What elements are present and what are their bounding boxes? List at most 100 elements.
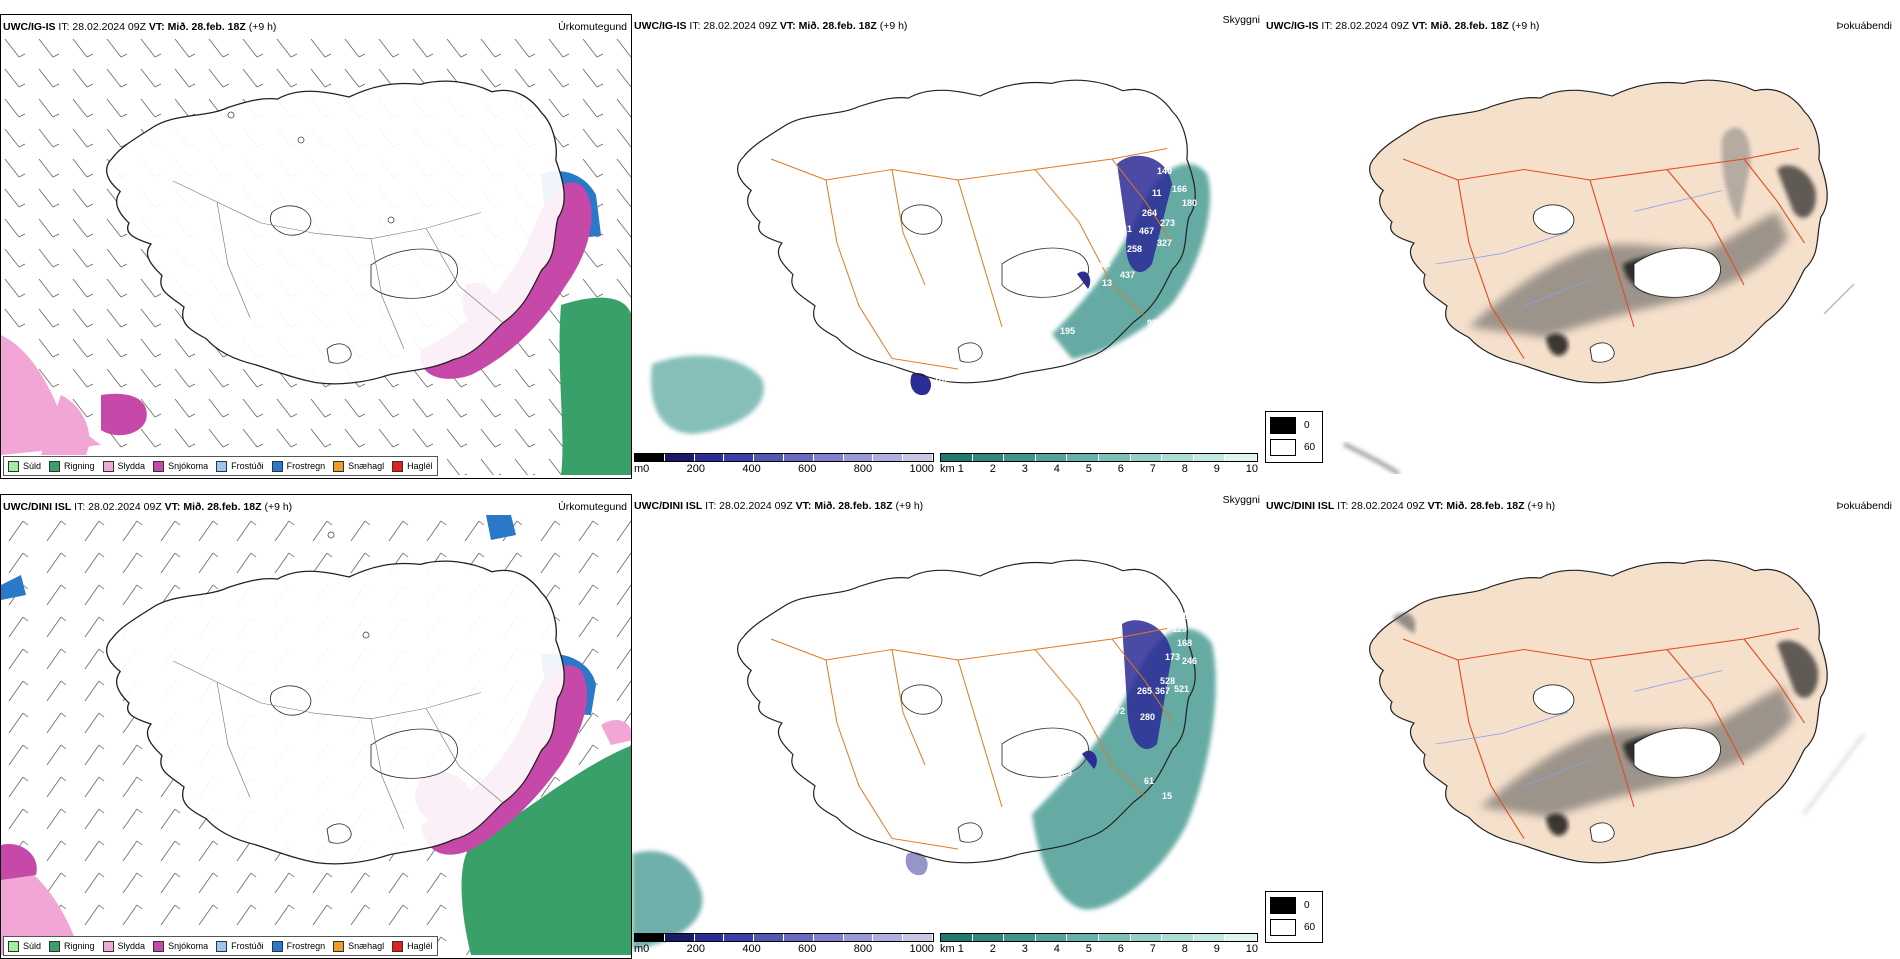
cloud-base-label: 168 (1177, 638, 1192, 648)
cloud-base-label: 528 (1160, 676, 1175, 686)
valid-time: VT: Mið. 28.feb. 18Z (795, 500, 893, 512)
init-time: IT: 28.02.2024 09Z (58, 21, 146, 33)
cloud-base-colorbar-strip (634, 453, 934, 462)
precip-legend: Súld Rigning Slydda Snjókoma Frostúði Fr… (3, 456, 438, 476)
fog-legend-label: 0 (1304, 420, 1310, 431)
cloud-base-label: 7 (652, 418, 657, 428)
fog-legend: 0 60 (1265, 411, 1323, 463)
legend-item-rigning: Rigning (49, 460, 95, 472)
cloud-base-colorbar: m0 200 400 600 800 1000 (634, 453, 934, 475)
cloud-base-label: 168 (1095, 259, 1110, 269)
cloud-base-label: 367 (1155, 686, 1170, 696)
lead-time: (+9 h) (895, 500, 924, 512)
cloud-base-label: 61 (1122, 224, 1132, 234)
cloud-base-label: 989 (1147, 318, 1162, 328)
init-time: IT: 28.02.2024 09Z (1321, 20, 1409, 32)
cloud-base-colorbar: m0 200 400 600 800 1000 (634, 933, 934, 955)
precip-legend: Súld Rigning Slydda Snjókoma Frostúði Fr… (3, 936, 438, 956)
lead-time: (+9 h) (879, 20, 908, 32)
visibility-panel-igis: UWC/IG-IS IT: 28.02.2024 09Z VT: Mið. 28… (632, 14, 1264, 479)
valid-time: VT: Mið. 28.feb. 18Z (1427, 500, 1525, 512)
cloud-base-label: 258 (1127, 244, 1142, 254)
panel-title: Þokuábendi (1836, 500, 1892, 512)
model-name: UWC/DINI ISL (1266, 500, 1335, 512)
fog-legend: 0 60 (1265, 891, 1323, 943)
visibility-map: 140 166 180 11 264 273 61 467 258 327 16… (651, 79, 1211, 434)
lead-time: (+9 h) (248, 21, 277, 33)
cloud-base-label: 437 (1120, 270, 1135, 280)
init-time: IT: 28.02.2024 09Z (1337, 500, 1425, 512)
init-time: IT: 28.02.2024 09Z (705, 500, 793, 512)
precip-type-panel-igis: UWC/IG-IS IT: 28.02.2024 09Z VT: Mið. 28… (0, 14, 632, 479)
cloud-base-label: 11 (1152, 188, 1162, 198)
cloud-base-label: 510 (1052, 754, 1067, 764)
cloud-base-label: 166 (1172, 184, 1187, 194)
model-name: UWC/IG-IS (3, 21, 56, 33)
panel-header: UWC/IG-IS IT: 28.02.2024 09Z VT: Mið. 28… (1266, 20, 1892, 36)
legend-item-frostregn: Frostregn (271, 460, 325, 472)
cloud-base-label: 327 (1157, 238, 1172, 248)
fog-panel-dini: UWC/DINI ISL IT: 28.02.2024 09Z VT: Mið.… (1264, 494, 1896, 959)
valid-time: VT: Mið. 28.feb. 18Z (779, 20, 877, 32)
cloud-base-label: 389 (1057, 768, 1072, 778)
visibility-colorbar-strip (940, 453, 1258, 462)
cloud-base-ticks: m0 200 400 600 800 1000 (634, 463, 934, 475)
init-time: IT: 28.02.2024 09Z (689, 20, 777, 32)
cloud-base-label: 521 (1174, 684, 1189, 694)
model-name: UWC/DINI ISL (3, 501, 72, 513)
panel-title: Úrkomutegund (558, 21, 627, 33)
precip-type-map (1, 515, 631, 955)
cloud-base-colorbar-strip (634, 933, 934, 942)
legend-item-sudd: Súld (8, 460, 41, 472)
fog-map (1369, 559, 1865, 864)
cloud-base-label: 264 (1142, 208, 1157, 218)
legend-item-slydda: Slydda (102, 460, 145, 472)
cloud-base-label: 265 (1137, 686, 1152, 696)
precip-type-panel-dini: UWC/DINI ISL IT: 28.02.2024 09Z VT: Mið.… (0, 494, 632, 959)
cloud-base-label: 129 (1172, 624, 1187, 634)
precip-type-map (1, 35, 631, 475)
fog-panel-igis: UWC/IG-IS IT: 28.02.2024 09Z VT: Mið. 28… (1264, 14, 1896, 479)
model-name: UWC/IG-IS (634, 20, 687, 32)
cloud-base-label: 180 (1182, 198, 1197, 208)
model-name: UWC/IG-IS (1266, 20, 1319, 32)
cloud-base-label: 467 (1139, 226, 1154, 236)
fog-legend-label: 0 (1304, 900, 1310, 911)
valid-time: VT: Mið. 28.feb. 18Z (164, 501, 262, 513)
visibility-panel-dini: UWC/DINI ISL IT: 28.02.2024 09Z VT: Mið.… (632, 494, 1264, 959)
panel-title: Úrkomutegund (558, 501, 627, 513)
legend-item-snaehagl: Snæhagl (333, 460, 384, 472)
lead-time: (+9 h) (1511, 20, 1540, 32)
cloud-base-ticks: m0 200 400 600 800 1000 (634, 943, 934, 955)
valid-time: VT: Mið. 28.feb. 18Z (1411, 20, 1509, 32)
cloud-base-label: 280 (1140, 712, 1155, 722)
visibility-colorbar-strip (940, 933, 1258, 942)
panel-header: UWC/DINI ISL IT: 28.02.2024 09Z VT: Mið.… (634, 494, 1260, 516)
cloud-base-label: 140 (1157, 166, 1172, 176)
fog-legend-label: 60 (1304, 922, 1316, 933)
panel-header: UWC/IG-IS IT: 28.02.2024 09Z VT: Mið. 28… (634, 14, 1260, 36)
cloud-base-label: 102 (934, 375, 949, 385)
legend-item-snjokoma: Snjókoma (153, 460, 208, 472)
fog-map (1343, 79, 1855, 474)
cloud-base-label: 149 (1092, 716, 1107, 726)
model-name: UWC/DINI ISL (634, 500, 703, 512)
panel-header: UWC/DINI ISL IT: 28.02.2024 09Z VT: Mið.… (3, 501, 627, 517)
legend-item-frostudi: Frostúði (216, 460, 264, 472)
panel-header: UWC/IG-IS IT: 28.02.2024 09Z VT: Mið. 28… (3, 21, 627, 37)
cloud-base-label: 101 (1172, 611, 1187, 621)
lead-time: (+9 h) (264, 501, 293, 513)
cloud-base-label: 246 (1182, 656, 1197, 666)
panel-title: Þokuábendi (1836, 20, 1892, 32)
cloud-base-label: 173 (1165, 652, 1180, 662)
cloud-base-label: 61 (1144, 776, 1154, 786)
cloud-base-label: 195 (1060, 326, 1075, 336)
cloud-base-label: 13 (1102, 278, 1112, 288)
panel-header: UWC/DINI ISL IT: 28.02.2024 09Z VT: Mið.… (1266, 500, 1892, 516)
cloud-base-label: 273 (1160, 218, 1175, 228)
init-time: IT: 28.02.2024 09Z (74, 501, 162, 513)
cloud-base-label: 172 (1110, 706, 1125, 716)
